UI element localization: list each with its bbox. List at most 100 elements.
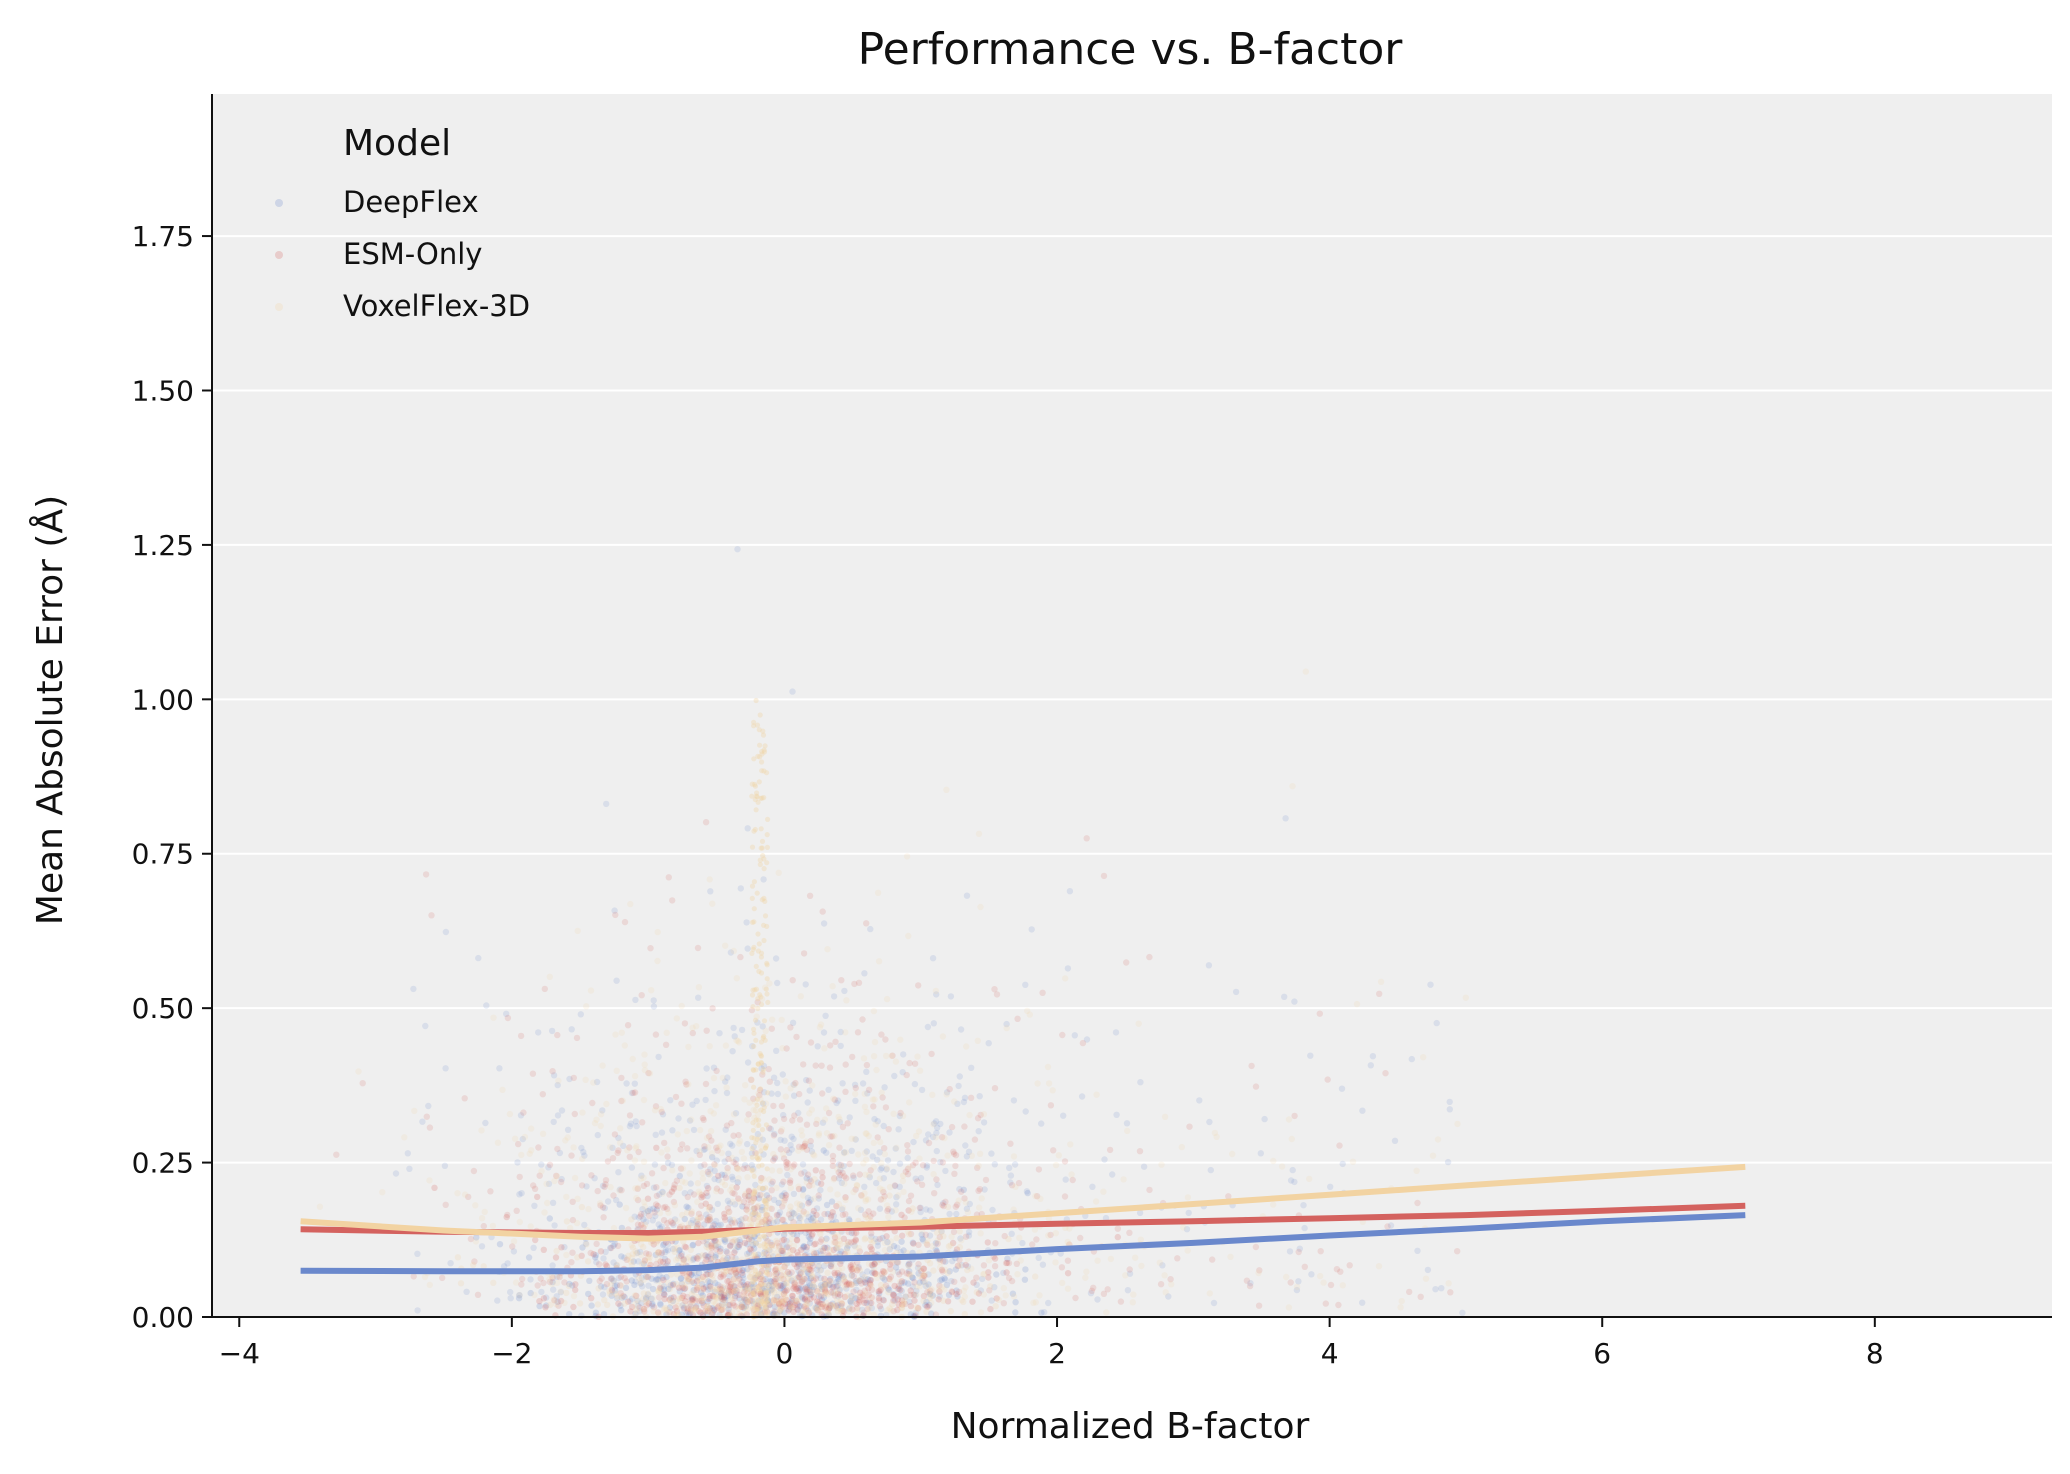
scatter-point bbox=[756, 1117, 762, 1123]
scatter-point bbox=[906, 1164, 913, 1171]
y-tick-label: 1.50 bbox=[132, 374, 194, 407]
scatter-point bbox=[872, 1121, 879, 1128]
scatter-point bbox=[729, 1198, 736, 1206]
scatter-point bbox=[1037, 1195, 1044, 1203]
scatter-point bbox=[706, 1285, 714, 1293]
scatter-point bbox=[1287, 1279, 1294, 1286]
scatter-point bbox=[939, 1033, 947, 1040]
scatter-point bbox=[656, 1191, 663, 1198]
scatter-point bbox=[613, 1067, 620, 1075]
scatter-point bbox=[1335, 1301, 1342, 1309]
scatter-point bbox=[606, 1144, 614, 1151]
scatter-point bbox=[1282, 815, 1289, 822]
scatter-point bbox=[751, 906, 757, 912]
scatter-point bbox=[774, 1218, 781, 1225]
scatter-point bbox=[874, 889, 882, 896]
scatter-point bbox=[842, 1149, 850, 1156]
scatter-point bbox=[654, 1249, 662, 1256]
scatter-point bbox=[683, 1203, 690, 1210]
scatter-point bbox=[918, 1086, 926, 1094]
scatter-point bbox=[933, 991, 940, 998]
scatter-point bbox=[660, 1290, 667, 1297]
scatter-point bbox=[886, 1192, 893, 1199]
scatter-point bbox=[761, 856, 767, 862]
scatter-point bbox=[569, 1249, 576, 1256]
scatter-point bbox=[863, 1068, 870, 1076]
scatter-point bbox=[1384, 1223, 1391, 1230]
scatter-point bbox=[1211, 1129, 1219, 1137]
scatter-point bbox=[828, 1198, 836, 1205]
scatter-point bbox=[1071, 1032, 1079, 1039]
scatter-point bbox=[1064, 965, 1072, 972]
scatter-point bbox=[815, 1261, 822, 1268]
scatter-point bbox=[1064, 1285, 1072, 1292]
scatter-point bbox=[720, 1236, 728, 1243]
scatter-point bbox=[760, 1066, 767, 1072]
scatter-point bbox=[706, 1217, 714, 1224]
scatter-point bbox=[652, 1277, 660, 1284]
scatter-point bbox=[566, 1311, 573, 1318]
scatter-point bbox=[851, 1081, 859, 1089]
scatter-point bbox=[932, 1118, 940, 1125]
scatter-point bbox=[829, 1157, 837, 1165]
dense-core-0 bbox=[473, 1147, 1045, 1321]
scatter-point bbox=[868, 1304, 875, 1312]
scatter-point bbox=[976, 1204, 983, 1211]
scatter-point bbox=[936, 1293, 943, 1300]
scatter-point bbox=[827, 1302, 834, 1310]
scatter-point bbox=[651, 1107, 659, 1114]
scatter-point bbox=[750, 1143, 757, 1151]
scatter-point bbox=[1123, 1120, 1131, 1127]
scatter-point bbox=[891, 1282, 898, 1290]
scatter-point bbox=[554, 1298, 561, 1306]
scatter-point bbox=[881, 1150, 888, 1158]
scatter-point bbox=[678, 1250, 685, 1258]
scatter-point bbox=[806, 1286, 813, 1294]
scatter-point bbox=[770, 1132, 778, 1139]
scatter-point bbox=[1077, 1234, 1084, 1242]
scatter-point bbox=[538, 1168, 545, 1175]
scatter-point bbox=[787, 1303, 794, 1310]
scatter-point bbox=[1287, 1177, 1295, 1184]
scatter-point bbox=[635, 1258, 642, 1265]
scatter-point bbox=[511, 1135, 519, 1142]
scatter-point bbox=[721, 1158, 728, 1165]
scatter-point bbox=[750, 1290, 757, 1297]
scatter-point bbox=[422, 1022, 429, 1030]
scatter-point bbox=[652, 1031, 660, 1038]
scatter-point bbox=[1124, 1287, 1132, 1294]
scatter-point bbox=[817, 1275, 824, 1282]
scatter-point bbox=[830, 1176, 837, 1183]
scatter-point bbox=[1033, 1236, 1040, 1243]
scatter-point bbox=[855, 1244, 863, 1252]
scatter-point bbox=[490, 1279, 497, 1287]
scatter-point bbox=[821, 1045, 828, 1052]
scatter-point bbox=[779, 1283, 787, 1290]
scatter-point bbox=[848, 1272, 856, 1279]
scatter-point bbox=[765, 1220, 772, 1227]
scatter-point bbox=[722, 1126, 729, 1133]
scatter-point bbox=[763, 1216, 769, 1222]
scatter-point bbox=[517, 1032, 525, 1040]
scatter-point bbox=[759, 1127, 766, 1133]
scatter-point bbox=[819, 1283, 826, 1291]
scatter-point bbox=[852, 1278, 860, 1285]
scatter-point bbox=[661, 1255, 669, 1263]
scatter-point bbox=[783, 1159, 790, 1166]
scatter-point bbox=[732, 1271, 739, 1278]
scatter-point bbox=[956, 1256, 963, 1264]
scatter-point bbox=[640, 1158, 648, 1165]
scatter-point bbox=[876, 1290, 883, 1297]
scatter-point bbox=[1024, 1189, 1031, 1197]
scatter-point bbox=[620, 1142, 627, 1150]
scatter-point bbox=[800, 1185, 807, 1193]
scatter-point bbox=[823, 1149, 830, 1156]
scatter-point bbox=[573, 1034, 581, 1042]
scatter-point bbox=[771, 1117, 778, 1124]
scatter-point bbox=[822, 1281, 829, 1288]
scatter-point bbox=[953, 1210, 960, 1218]
scatter-point bbox=[916, 1204, 923, 1212]
scatter-point bbox=[756, 779, 762, 785]
scatter-point bbox=[787, 1166, 794, 1173]
scatter-point bbox=[641, 1199, 648, 1206]
